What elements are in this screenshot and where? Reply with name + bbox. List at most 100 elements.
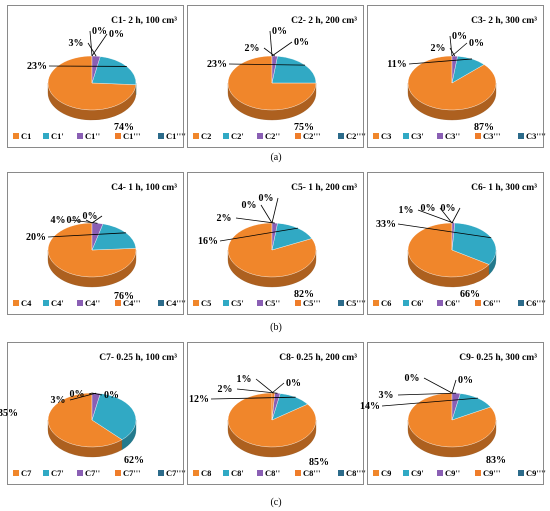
- chart-8-value-label-1: 85%: [309, 457, 329, 468]
- chart-3-value-label-4: 0%: [452, 31, 467, 42]
- chart-1-legend: C1 C1' C1'' C1''' C1'''': [13, 131, 186, 141]
- chart-7-value-label-2: 35%: [0, 408, 18, 419]
- chart-9-legend-swatch-1: [373, 470, 379, 476]
- chart-7-panel: 62% 35% 3% 0% 0% C7- 0.25 h, 100 cm³ C7 C7' C7''…: [0, 342, 186, 485]
- chart-2-leader-5: [271, 41, 293, 57]
- chart-9-value-label-1: 83%: [486, 455, 506, 466]
- chart-9-value-label-4: 0%: [405, 373, 420, 384]
- chart-5-pie-top: [227, 222, 317, 278]
- chart-4-value-labels: 76%20%4% 0% 0%: [26, 211, 134, 302]
- chart-4-legend-swatch-1: [13, 300, 19, 306]
- chart-1-legend-label-5: C1'''': [166, 131, 186, 141]
- chart-2-legend: C2 C2' C2'' C2''' C2'''': [193, 131, 366, 141]
- chart-2-slice-1: [227, 55, 317, 111]
- chart-2-legend-label-5: C2'''': [346, 131, 366, 141]
- chart-9-legend-swatch-4: [475, 470, 481, 476]
- chart-5-legend-label-4: C5''': [303, 298, 320, 308]
- chart-6-value-label-4: 0%: [421, 203, 436, 214]
- chart-1-value-label-4: 0%: [92, 26, 107, 37]
- chart-5-value-label-3: 2%: [217, 213, 232, 224]
- chart-8-pie-top: [227, 392, 317, 448]
- chart-6-leader-4: [439, 207, 453, 224]
- chart-7-legend-swatch-2: [43, 470, 49, 476]
- chart-4-value-label-3: 4%: [51, 215, 66, 226]
- chart-3-value-label-5: 0%: [469, 38, 484, 49]
- chart-9-legend-swatch-2: [403, 470, 409, 476]
- chart-7-slice-1: [47, 392, 123, 448]
- chart-1-title: C1- 2 h, 100 cm³: [111, 16, 177, 26]
- chart-6-legend-swatch-1: [373, 300, 379, 306]
- chart-1-legend-swatch-3: [77, 133, 83, 139]
- chart-4-leader-4: [85, 219, 93, 224]
- chart-6-pie-top: [407, 222, 497, 278]
- chart-7-title: C7- 0.25 h, 100 cm³: [99, 353, 177, 363]
- row-label-a: (a): [270, 152, 281, 163]
- chart-8-value-label-2: 12%: [189, 394, 209, 405]
- chart-7-value-label-3: 3%: [51, 395, 66, 406]
- chart-3-title: C3- 2 h, 300 cm³: [471, 16, 537, 26]
- chart-7-legend-label-1: C7: [21, 468, 32, 478]
- chart-8-leader-5: [271, 382, 285, 394]
- chart-3-value-label-2: 11%: [387, 59, 406, 70]
- chart-9-value-label-2: 14%: [360, 401, 380, 412]
- chart-6-legend-swatch-5: [518, 300, 524, 306]
- chart-8-legend: C8 C8' C8'' C8''' C8'''': [193, 468, 366, 478]
- chart-5-legend-label-5: C5'''': [346, 298, 366, 308]
- chart-7-value-label-5: 0%: [104, 390, 119, 401]
- chart-8-legend-label-5: C8'''': [346, 468, 366, 478]
- chart-2-legend-swatch-2: [223, 133, 229, 139]
- chart-3-legend-swatch-1: [373, 133, 379, 139]
- chart-3-value-label-1: 87%: [474, 122, 494, 133]
- chart-3-value-labels: 87% 11% 2% 0%0%: [387, 31, 494, 133]
- chart-1-legend-label-2: C1': [51, 131, 64, 141]
- chart-6-legend-swatch-3: [437, 300, 443, 306]
- chart-7-slice-2: [91, 393, 137, 440]
- chart-3-legend-swatch-4: [475, 133, 481, 139]
- chart-8-value-labels: 85% 12% 2% 1% 0%: [189, 374, 329, 468]
- chart-8-leader-2: [210, 396, 296, 400]
- chart-6-value-label-5: 0%: [441, 203, 456, 214]
- chart-8-legend-label-2: C8': [231, 468, 244, 478]
- chart-3-pie-top: [407, 55, 497, 111]
- chart-7-legend-swatch-4: [115, 470, 121, 476]
- chart-5-legend-label-1: C5: [201, 298, 211, 308]
- chart-1-legend-label-4: C1''': [123, 131, 140, 141]
- chart-9-panel: 83% 14%3% 0% 0% C9- 0.25 h, 300 cm³ C9 C9' C9''…: [360, 342, 546, 485]
- chart-8-value-label-4: 1%: [237, 374, 252, 385]
- chart-2-value-label-5: 0%: [294, 37, 309, 48]
- chart-5-value-label-2: 16%: [198, 236, 218, 247]
- chart-3-leader-5: [451, 42, 468, 57]
- chart-2-panel: 75% 23% 2% 0% 0% C2- 2 h, 200 cm³ C2 C2' C2'' C2'…: [187, 5, 366, 148]
- chart-9-value-label-3: 3%: [379, 390, 394, 401]
- chart-5-legend-swatch-2: [223, 300, 229, 306]
- chart-9-leader-4: [423, 377, 453, 394]
- chart-8-legend-swatch-4: [295, 470, 301, 476]
- chart-3-legend-label-2: C3': [411, 131, 424, 141]
- chart-4-legend-swatch-5: [158, 300, 164, 306]
- chart-7-leader-4: [88, 392, 93, 395]
- chart-9-legend-label-1: C9: [381, 468, 391, 478]
- chart-9-leader-3: [397, 392, 457, 396]
- chart-9-legend-swatch-5: [518, 470, 524, 476]
- chart-7-value-label-1: 62%: [124, 455, 144, 466]
- chart-1-panel: 74% 23% 3% 0% 0% C1- 2 h, 100 cm³ C1 C1' C1'' C1'…: [7, 5, 186, 148]
- chart-7-pie-top: [47, 392, 137, 448]
- row-label-c: (c): [270, 497, 281, 508]
- chart-2-value-label-3: 2%: [245, 43, 260, 54]
- chart-7-legend-label-4: C7''': [123, 468, 140, 478]
- chart-9-title: C9- 0.25 h, 300 cm³: [459, 353, 537, 363]
- chart-8-legend-swatch-5: [338, 470, 344, 476]
- chart-6-title: C6- 1 h, 300 cm³: [471, 183, 537, 193]
- chart-6-panel: 66% 33%1% 0% 0% C6- 1 h, 300 cm³ C6 C6' C6'' C6'…: [367, 172, 546, 315]
- chart-7-value-label-4: 0%: [70, 389, 85, 400]
- chart-3-legend-swatch-5: [518, 133, 524, 139]
- chart-2-value-label-4: 0%: [272, 26, 287, 37]
- chart-8-legend-swatch-1: [193, 470, 199, 476]
- chart-9-leader-5: [451, 379, 457, 394]
- chart-6-leader-3: [417, 209, 454, 224]
- chart-8-value-label-3: 2%: [218, 384, 233, 395]
- chart-7-legend-label-2: C7': [51, 468, 64, 478]
- chart-6-legend-label-5: C6'''': [526, 298, 546, 308]
- chart-1-legend-swatch-4: [115, 133, 121, 139]
